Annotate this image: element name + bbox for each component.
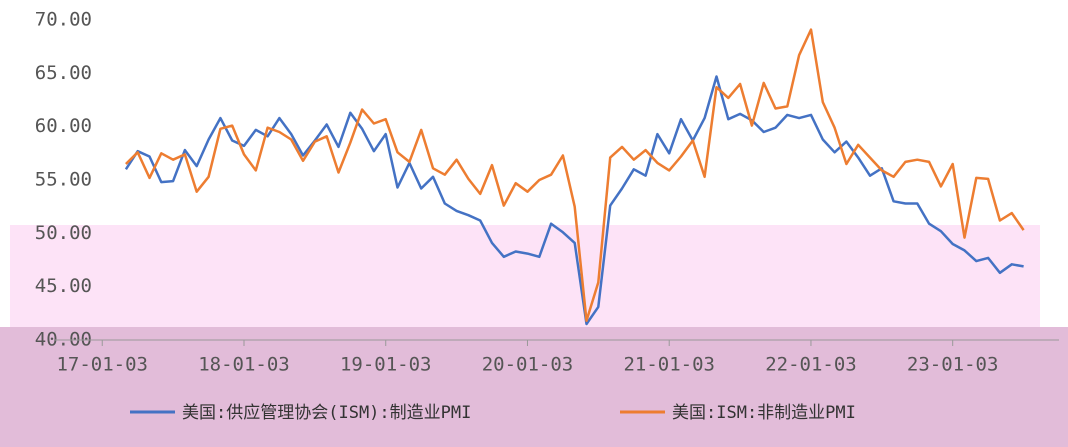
x-tick-label: 18-01-03 — [198, 354, 290, 376]
plot: 40.0045.0050.0055.0060.0065.0070.0017-01… — [35, 9, 1059, 423]
overlay — [0, 327, 1068, 447]
y-tick-label: 60.00 — [35, 115, 92, 137]
series-line — [125, 28, 1025, 323]
x-tick-label: 17-01-03 — [56, 354, 148, 376]
overlay — [10, 225, 1040, 327]
y-tick-label: 65.00 — [35, 62, 92, 84]
y-tick-label: 45.00 — [35, 275, 92, 297]
legend-label: 美国:ISM:非制造业PMI — [672, 403, 856, 423]
x-tick-label: 22-01-03 — [765, 354, 857, 376]
x-tick-label: 23-01-03 — [907, 354, 999, 376]
series-line — [124, 75, 1024, 326]
legend-label: 美国:供应管理协会(ISM):制造业PMI — [182, 403, 471, 423]
y-tick-label: 70.00 — [35, 9, 92, 31]
x-tick-label: 20-01-03 — [482, 354, 574, 376]
x-tick-label: 21-01-03 — [623, 354, 715, 376]
y-tick-label: 50.00 — [35, 222, 92, 244]
y-tick-label: 55.00 — [35, 169, 92, 191]
x-tick-label: 19-01-03 — [340, 354, 432, 376]
